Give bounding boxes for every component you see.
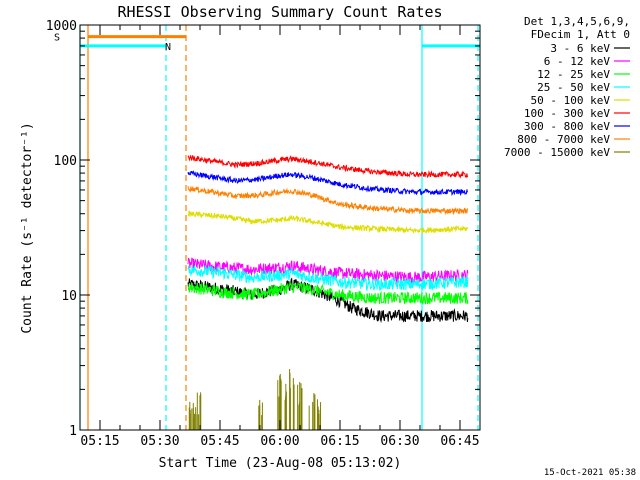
legend-entry: 3 - 6 keV — [550, 42, 610, 55]
x-tick-label: 05:30 — [140, 434, 179, 449]
series-12-25-kev — [187, 281, 469, 305]
x-tick-label: 06:15 — [320, 434, 359, 449]
legend-header: Det 1,3,4,5,6,9, — [524, 15, 630, 28]
y-tick-label: 1000 — [46, 19, 77, 34]
series-25-50-kev — [187, 264, 469, 292]
legend-entry: 50 - 100 keV — [531, 94, 611, 107]
y-axis-label: Count Rate (s⁻¹ detector⁻¹) — [20, 122, 35, 333]
y-axis: 1 10 100 1000 — [46, 19, 480, 439]
y-tick-label: 10 — [61, 289, 77, 304]
legend-entry: 25 - 50 keV — [537, 81, 610, 94]
series-layer — [187, 154, 469, 430]
legend: Det 1,3,4,5,6,9,FDecim 1, Att 03 - 6 keV… — [504, 15, 630, 159]
x-tick-label: 05:15 — [80, 434, 119, 449]
timestamp: 15-Oct-2021 05:38 — [544, 468, 636, 478]
series-line — [187, 264, 469, 292]
series-line — [187, 170, 468, 197]
x-axis: 05:15 05:30 05:45 06:00 06:15 06:30 06:45 — [79, 25, 481, 449]
x-tick-label: 06:45 — [440, 434, 479, 449]
legend-entry: 6 - 12 keV — [544, 55, 611, 68]
flag-label: N — [165, 42, 171, 53]
x-tick-label: 05:45 — [200, 434, 239, 449]
x-tick-label: 06:00 — [260, 434, 299, 449]
legend-header: FDecim 1, Att 0 — [531, 28, 630, 41]
x-axis-label: Start Time (23-Aug-08 05:13:02) — [159, 456, 402, 471]
chart-title: RHESSI Observing Summary Count Rates — [117, 3, 442, 21]
legend-entry: 800 - 7000 keV — [517, 133, 610, 146]
series-line — [187, 154, 469, 179]
legend-entry: 12 - 25 keV — [537, 68, 610, 81]
series-line — [187, 281, 469, 305]
legend-entry: 300 - 800 keV — [524, 120, 610, 133]
y-tick-label: 1 — [69, 424, 77, 439]
series-800-7000-kev — [187, 186, 469, 216]
legend-entry: 100 - 300 keV — [524, 107, 610, 120]
legend-entry: 7000 - 15000 keV — [504, 146, 610, 159]
x-tick-label: 06:30 — [380, 434, 419, 449]
series-300-800-kev — [187, 170, 468, 197]
series-50-100-kev — [187, 210, 469, 234]
flag-label: S — [54, 33, 60, 44]
plot-frame — [79, 24, 481, 431]
series-line — [187, 210, 469, 234]
series-line — [187, 186, 469, 216]
y-tick-label: 100 — [54, 154, 77, 169]
flags-layer: SN — [54, 25, 480, 430]
series-100-300-kev — [187, 154, 469, 179]
series-7000-15000-kev — [188, 369, 322, 430]
